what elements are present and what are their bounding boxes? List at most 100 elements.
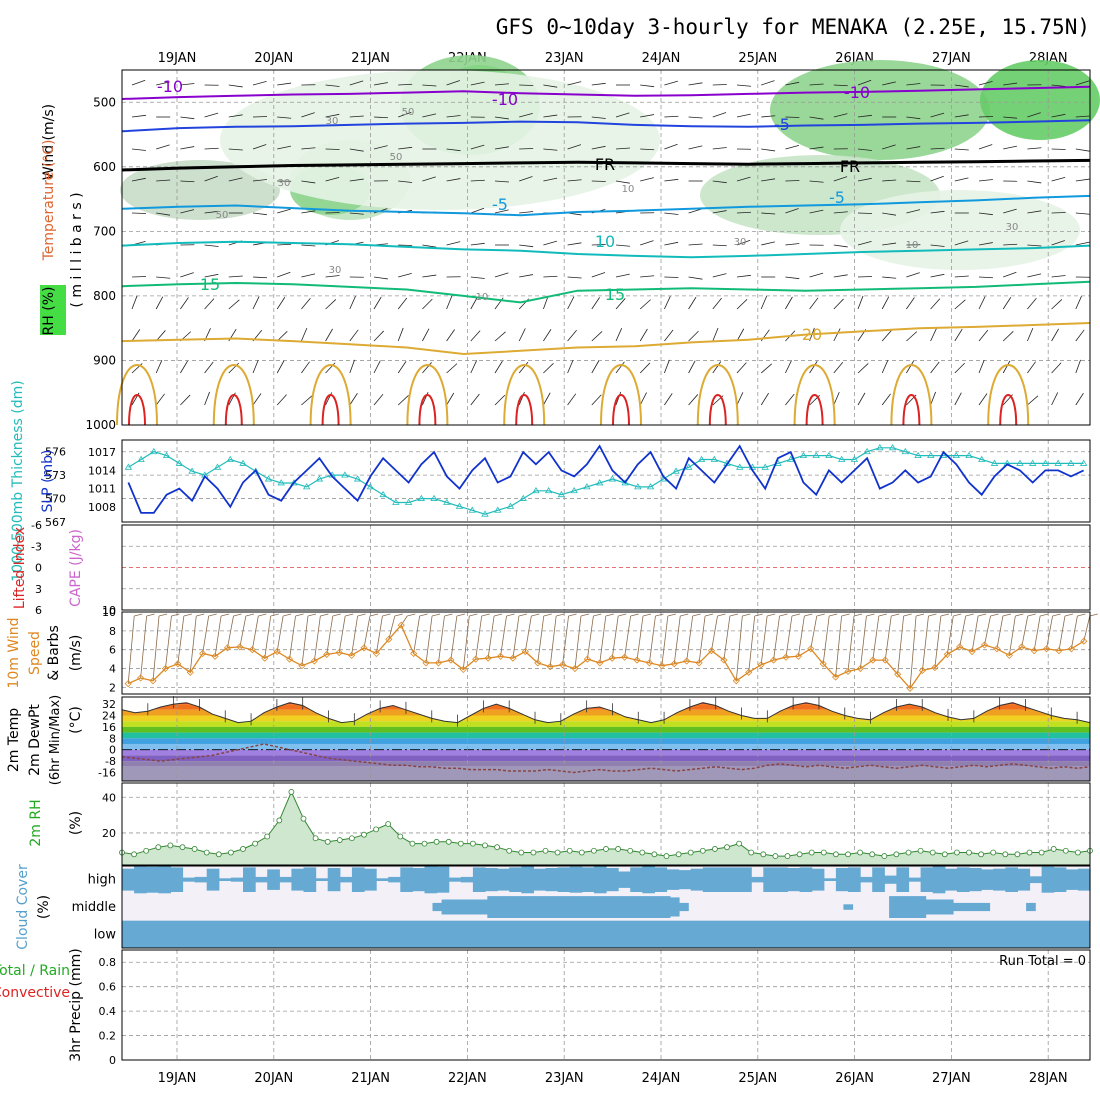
wind10m-barb bbox=[189, 615, 197, 673]
wind-barb bbox=[833, 244, 848, 248]
wind10m-barb-flag bbox=[295, 613, 304, 617]
thickness-point bbox=[226, 455, 234, 462]
wind-barb bbox=[882, 81, 896, 86]
wind10m-point bbox=[881, 656, 889, 664]
wind10m-barb bbox=[959, 615, 967, 647]
wind-barb bbox=[809, 361, 818, 374]
wind-barb bbox=[1027, 180, 1042, 184]
warm-contour bbox=[406, 364, 449, 426]
wind10m-point bbox=[124, 680, 132, 688]
wind-barb bbox=[688, 296, 697, 310]
rh-blob bbox=[770, 60, 990, 160]
thickness-point bbox=[162, 451, 171, 459]
wind-barb bbox=[277, 271, 291, 278]
wind-barb bbox=[1075, 148, 1090, 152]
rh2m-point bbox=[518, 849, 525, 856]
wind-barb bbox=[1027, 327, 1034, 342]
wind10m-barb-flag bbox=[580, 613, 590, 617]
wind-barb bbox=[301, 361, 310, 374]
wind-barb bbox=[156, 179, 171, 182]
cloud-bar bbox=[182, 877, 196, 882]
wind10m-barb bbox=[822, 615, 830, 664]
cloud-bar bbox=[799, 867, 813, 892]
wind-barb bbox=[833, 176, 848, 182]
pressure-tick-3: 800 bbox=[93, 289, 116, 303]
wind-barb bbox=[446, 178, 461, 182]
cloud-bar bbox=[448, 877, 462, 882]
cloud-bar bbox=[811, 868, 825, 891]
wind-barb bbox=[736, 176, 751, 182]
wind10m-barb bbox=[251, 615, 259, 650]
wind10m-barb bbox=[810, 615, 818, 649]
wind-barb bbox=[228, 177, 243, 182]
thickness-point bbox=[697, 455, 706, 462]
wind10m-barb-flag bbox=[704, 613, 714, 617]
temp-tick-4: 0 bbox=[109, 744, 116, 757]
wind10m-label-2: Speed bbox=[27, 631, 43, 675]
wind-barb bbox=[567, 330, 577, 342]
wind-barb bbox=[1051, 113, 1066, 118]
rh2m-point bbox=[482, 842, 488, 849]
wind-barb bbox=[1075, 212, 1090, 215]
wind10m-barb bbox=[276, 615, 284, 652]
wind10m-point bbox=[769, 656, 778, 664]
rh-blob bbox=[980, 60, 1100, 140]
wind10m-barb-flag bbox=[245, 613, 254, 617]
wind10m-point bbox=[745, 668, 753, 676]
thickness-point bbox=[302, 483, 311, 490]
wind-barb bbox=[446, 115, 461, 118]
temp-tick-3: 8 bbox=[109, 732, 116, 745]
wind10m-point bbox=[1018, 643, 1026, 651]
rh2m-point bbox=[772, 853, 779, 859]
wind10m-point bbox=[658, 662, 666, 670]
wind-barb bbox=[180, 272, 194, 278]
wind10m-barb bbox=[1058, 615, 1066, 651]
rh2m-point bbox=[1026, 849, 1033, 856]
wind10m-point bbox=[1055, 647, 1063, 655]
temp-band-10 bbox=[122, 755, 1090, 762]
wind-barb bbox=[398, 146, 413, 150]
wind-barb bbox=[180, 83, 195, 86]
wind-barb bbox=[809, 180, 824, 183]
wind10m-barb bbox=[227, 615, 234, 648]
rh2m-point bbox=[736, 840, 742, 847]
rh2m-point bbox=[324, 838, 331, 845]
cloud-bar bbox=[578, 896, 589, 918]
wind-barb bbox=[1002, 360, 1011, 374]
wind-barb bbox=[422, 298, 433, 310]
wind-barb bbox=[712, 210, 727, 214]
cloud-bar bbox=[889, 896, 899, 918]
rh2m-point bbox=[506, 847, 513, 854]
wind-barb bbox=[422, 84, 437, 87]
wind-barb bbox=[1027, 244, 1042, 247]
wind10m-point bbox=[1042, 645, 1051, 653]
wind10m-ticks: 10 8 6 4 2 bbox=[102, 606, 116, 694]
wind10m-barb-flag bbox=[779, 613, 788, 617]
rh2m-point bbox=[409, 840, 416, 847]
wind-barb bbox=[857, 392, 866, 406]
wind10m-barb-flag bbox=[332, 613, 341, 617]
rh2m-point bbox=[615, 846, 621, 852]
precip-tick-4: 0 bbox=[109, 1054, 116, 1067]
rh2m-point bbox=[651, 851, 658, 858]
temp-band-9 bbox=[122, 749, 1090, 756]
wind-barb bbox=[1003, 208, 1017, 214]
wind-barb bbox=[519, 112, 533, 118]
cloud-bar bbox=[460, 876, 474, 883]
wind-barb bbox=[640, 177, 654, 182]
wind10m-point bbox=[285, 655, 294, 663]
hot-contour bbox=[708, 394, 727, 426]
bottom-date-labels: 19JAN 20JAN 21JAN 22JAN 23JAN 24JAN 25JAN 26JAN… bbox=[158, 1071, 1068, 1086]
wind10m-barb bbox=[140, 615, 148, 679]
wind10m-point bbox=[993, 645, 1001, 653]
thickness-tick-3: 567 bbox=[45, 516, 66, 529]
thickness-point bbox=[1016, 459, 1024, 466]
wind-barb bbox=[1051, 176, 1066, 182]
wind-barb bbox=[882, 212, 897, 216]
wind-barb bbox=[1003, 82, 1018, 86]
wind10m-point bbox=[670, 660, 678, 668]
contour--10 bbox=[121, 85, 1091, 100]
wind-barb bbox=[446, 241, 461, 246]
wind-barb bbox=[325, 113, 340, 118]
